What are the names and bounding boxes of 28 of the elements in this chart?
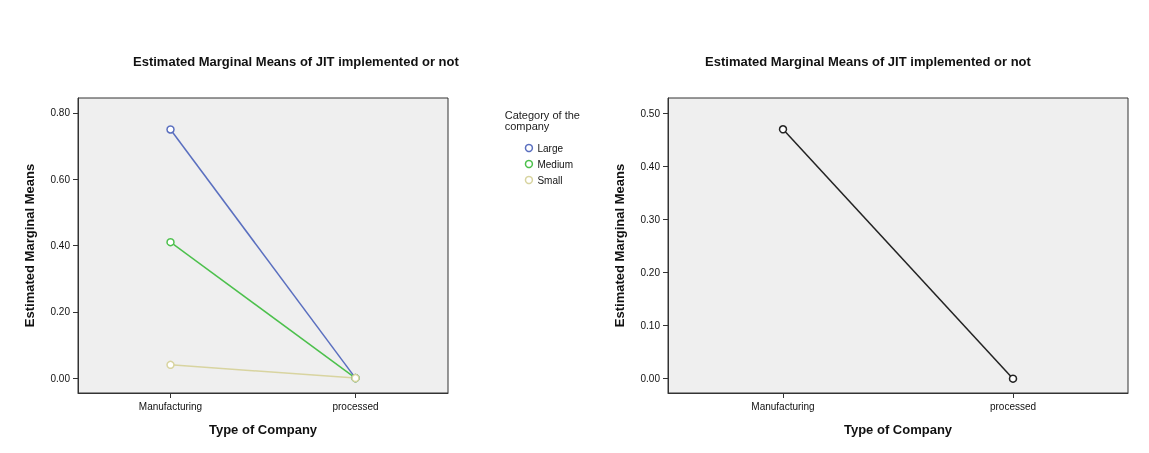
x-tick-label: processed (989, 400, 1037, 412)
legend-label: Large (537, 142, 564, 154)
legend-label: Medium (537, 158, 574, 170)
x-axis-title: Type of Company (843, 422, 953, 437)
y-tick-label: 0.20 (50, 306, 71, 318)
point (166, 237, 175, 247)
legend-label: Small (537, 174, 563, 186)
chart-title: Estimated Marginal Means of JIT implemented or not (133, 54, 460, 69)
y-tick-label: 0.30 (640, 214, 661, 225)
x-tick-label: Manufacturing (751, 400, 815, 412)
y-tick-label: 0.00 (640, 373, 661, 385)
y-tick-label: 0.00 (50, 372, 71, 384)
x-axis-title: Type of Company (208, 422, 318, 437)
legend-title: Category of the company (504, 108, 584, 132)
point (166, 125, 175, 134)
point (166, 360, 175, 370)
x-tick-label: Manufacturing (138, 400, 203, 412)
y-tick-label: 0.60 (50, 173, 71, 185)
x-tick-label: processed (332, 400, 379, 412)
y-tick-label: 0.40 (640, 160, 661, 172)
y-axis-title: Estimated Marginal Means (612, 163, 627, 328)
y-tick-label: 0.10 (640, 320, 661, 332)
y-tick-label: 0.20 (640, 267, 661, 279)
y-tick-label: 0.80 (50, 107, 71, 119)
chart-title: Estimated Marginal Means of JIT implemented or not (705, 54, 1032, 69)
y-axis-title: Estimated Marginal Means (22, 163, 37, 328)
y-tick-label: 0.50 (640, 107, 661, 119)
y-tick-label: 0.40 (50, 240, 71, 251)
